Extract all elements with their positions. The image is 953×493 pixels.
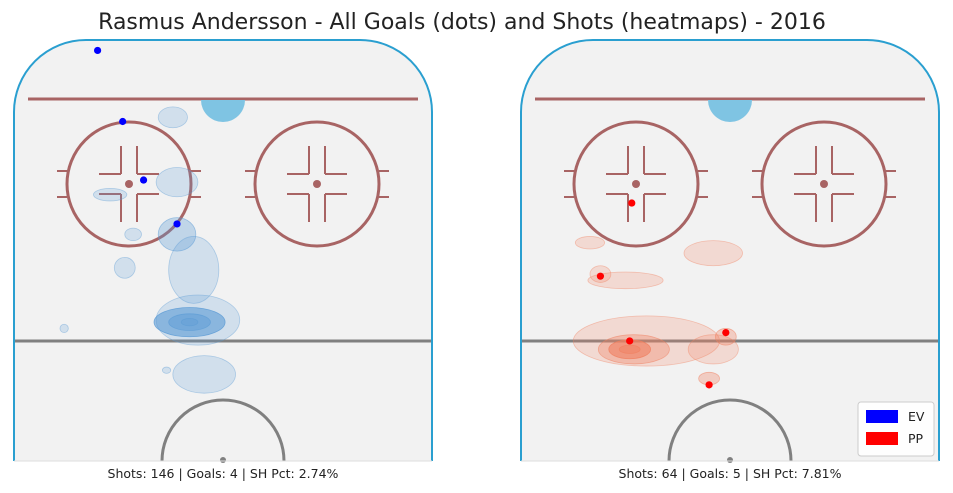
heatmap-contour <box>574 236 605 250</box>
goal-dot <box>628 199 636 207</box>
goal-dot <box>626 337 634 345</box>
faceoff-dot <box>820 180 828 188</box>
goal-dot <box>596 272 605 280</box>
faceoff-ring <box>65 120 193 248</box>
shot-heatmap <box>572 236 743 386</box>
goal-dot <box>94 46 102 55</box>
heatmap-contour <box>687 334 739 365</box>
faceoff-ring <box>253 120 381 248</box>
faceoff-dot <box>313 180 321 188</box>
heatmap-contour <box>587 271 664 290</box>
rink-panel-ev: Shots: 146 | Goals: 4 | SH Pct: 2.74% <box>13 39 433 481</box>
heatmap-contour <box>93 187 128 202</box>
heatmap-contour <box>618 344 641 354</box>
heatmap-contour <box>155 167 199 198</box>
ice-surface <box>14 40 432 461</box>
heatmap-contour <box>59 323 69 334</box>
legend: EV PP <box>857 401 935 457</box>
goal-dot <box>722 329 730 337</box>
legend-label: EV <box>908 409 925 424</box>
goal-dots <box>94 46 181 228</box>
heatmap-contour <box>161 366 172 374</box>
heatmap-contour <box>113 256 136 279</box>
goal-dot <box>119 117 127 126</box>
center-dot <box>727 457 733 463</box>
legend-label: PP <box>908 431 924 446</box>
panel-caption: Shots: 146 | Goals: 4 | SH Pct: 2.74% <box>108 466 339 481</box>
faceoff-circle-right <box>245 120 389 248</box>
heatmap-contour <box>714 328 737 346</box>
heatmap-contour <box>597 334 670 365</box>
center-circle <box>667 398 793 462</box>
faceoff-ring <box>760 120 888 248</box>
legend-swatch <box>866 432 898 445</box>
goal-crease <box>201 100 245 122</box>
heatmap-contour <box>124 227 142 242</box>
faceoff-circle-left <box>564 120 708 248</box>
heatmap-contour <box>168 236 220 304</box>
center-circle <box>160 398 286 462</box>
heatmap-contour <box>168 313 211 331</box>
chart-title: Rasmus Andersson - All Goals (dots) and … <box>98 10 826 35</box>
boards <box>520 39 940 461</box>
faceoff-circle-right <box>752 120 896 248</box>
goal-dot <box>705 381 713 389</box>
center-dot <box>220 457 226 463</box>
goal-dot <box>139 176 148 184</box>
faceoff-ring <box>572 120 700 248</box>
heatmap-contour <box>572 315 720 367</box>
faceoff-circle-left <box>57 120 201 248</box>
heatmap-contour <box>157 217 197 252</box>
heatmap-contour <box>172 355 236 394</box>
legend-swatch <box>866 410 898 423</box>
heatmap-contour <box>683 240 743 267</box>
heatmap-contour <box>157 106 188 129</box>
panel-caption: Shots: 64 | Goals: 5 | SH Pct: 7.81% <box>619 466 842 481</box>
goal-dots <box>596 199 730 389</box>
goal-crease <box>708 100 752 122</box>
heatmap-contour <box>153 307 226 338</box>
faceoff-dot <box>632 180 640 188</box>
shot-heatmap <box>59 106 241 394</box>
heatmap-contour <box>155 294 241 346</box>
goal-dot <box>173 220 181 228</box>
heatmap-contour <box>180 317 199 327</box>
boards <box>13 39 433 461</box>
faceoff-dot <box>125 180 133 188</box>
rink-panel-pp: Shots: 64 | Goals: 5 | SH Pct: 7.81% <box>520 39 940 481</box>
